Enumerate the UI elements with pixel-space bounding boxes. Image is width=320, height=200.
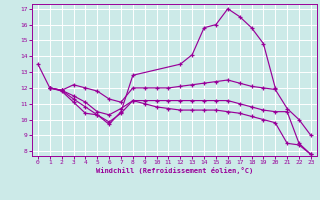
X-axis label: Windchill (Refroidissement éolien,°C): Windchill (Refroidissement éolien,°C) — [96, 167, 253, 174]
